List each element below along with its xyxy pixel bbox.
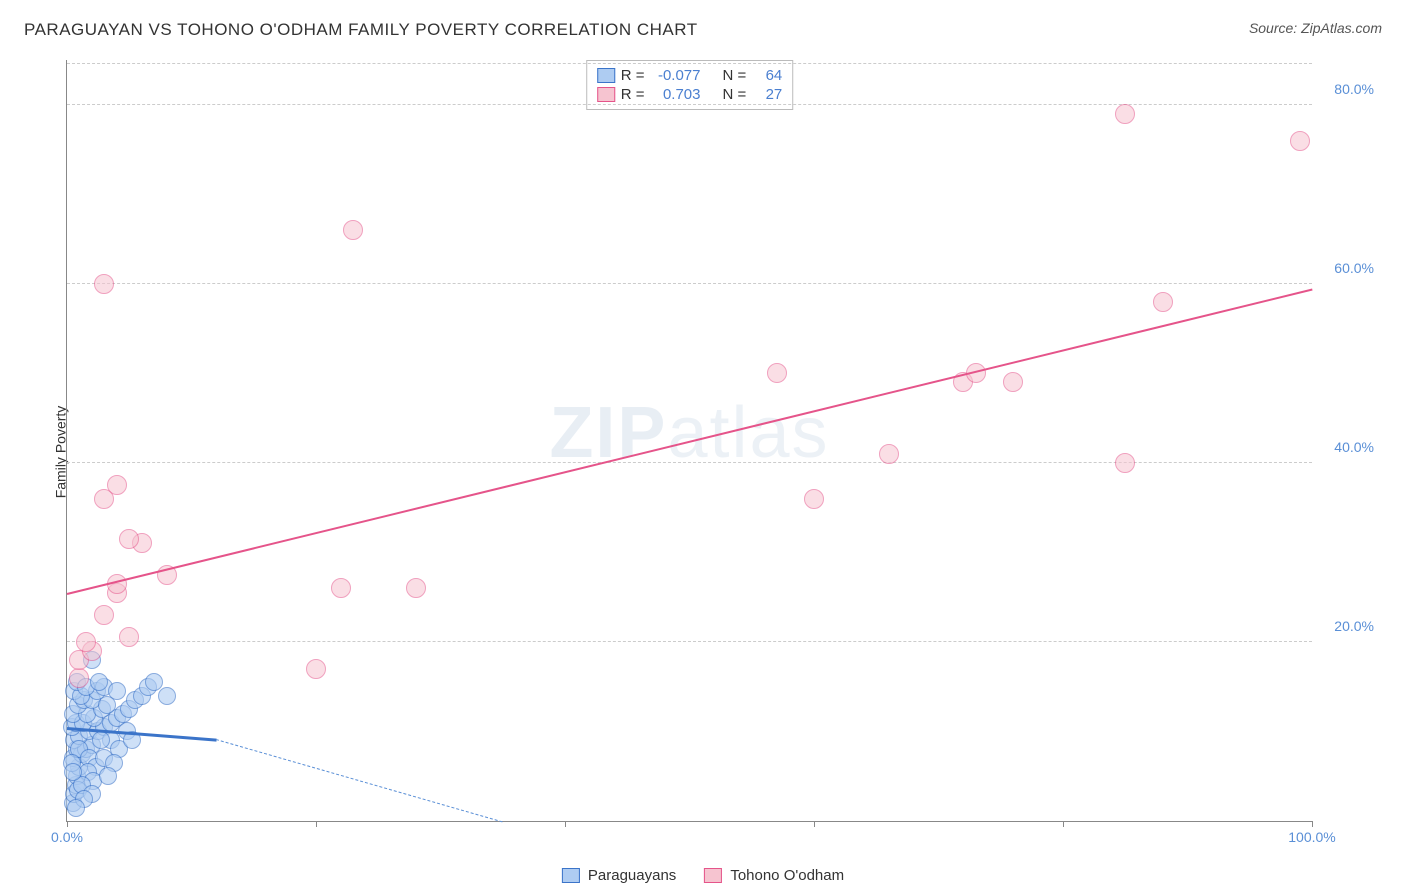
stat-n-value: 27 bbox=[752, 86, 782, 103]
x-tick bbox=[1312, 821, 1313, 827]
stat-row: R = -0.077 N = 64 bbox=[597, 67, 783, 84]
trend-line bbox=[67, 288, 1312, 594]
legend-swatch bbox=[562, 868, 580, 883]
stats-legend-box: R = -0.077 N = 64 R = 0.703 N = 27 bbox=[586, 60, 794, 110]
legend-item: Tohono O'odham bbox=[704, 867, 844, 884]
gridline bbox=[67, 641, 1312, 642]
data-point bbox=[406, 578, 426, 598]
data-point bbox=[119, 627, 139, 647]
legend-item: Paraguayans bbox=[562, 867, 676, 884]
stat-label: N = bbox=[723, 67, 747, 84]
page-title: PARAGUAYAN VS TOHONO O'ODHAM FAMILY POVE… bbox=[24, 20, 698, 40]
legend-swatch bbox=[704, 868, 722, 883]
data-point bbox=[804, 489, 824, 509]
data-point bbox=[158, 687, 176, 705]
trend-line bbox=[216, 739, 503, 822]
data-point bbox=[108, 682, 126, 700]
data-point bbox=[1290, 131, 1310, 151]
x-tick bbox=[814, 821, 815, 827]
legend-label: Paraguayans bbox=[588, 867, 676, 884]
stat-label: R = bbox=[621, 86, 645, 103]
data-point bbox=[76, 632, 96, 652]
source-label: Source: ZipAtlas.com bbox=[1249, 20, 1382, 36]
data-point bbox=[90, 673, 108, 691]
data-point bbox=[1153, 292, 1173, 312]
chart-container: Family Poverty ZIPatlas R =-0.077N =64R … bbox=[24, 52, 1382, 852]
data-point bbox=[69, 668, 89, 688]
data-point bbox=[767, 363, 787, 383]
x-tick-label: 0.0% bbox=[51, 829, 83, 845]
x-tick bbox=[1063, 821, 1064, 827]
data-point bbox=[64, 763, 82, 781]
data-point bbox=[67, 799, 85, 817]
x-tick bbox=[565, 821, 566, 827]
scatter-plot: ZIPatlas R =-0.077N =64R =0.703N =27 20.… bbox=[66, 60, 1312, 822]
gridline bbox=[67, 283, 1312, 284]
stat-label: N = bbox=[723, 86, 747, 103]
data-point bbox=[1115, 453, 1135, 473]
stat-n-value: 64 bbox=[752, 67, 782, 84]
series-swatch bbox=[597, 68, 615, 83]
data-point bbox=[879, 444, 899, 464]
x-tick bbox=[67, 821, 68, 827]
y-tick-label: 40.0% bbox=[1334, 439, 1374, 455]
data-point bbox=[1003, 372, 1023, 392]
y-tick-label: 20.0% bbox=[1334, 618, 1374, 634]
data-point bbox=[94, 605, 114, 625]
y-tick-label: 60.0% bbox=[1334, 260, 1374, 276]
gridline bbox=[67, 63, 1312, 64]
data-point bbox=[92, 731, 110, 749]
stat-row: R = 0.703 N = 27 bbox=[597, 86, 783, 103]
data-point bbox=[331, 578, 351, 598]
legend-label: Tohono O'odham bbox=[730, 867, 844, 884]
data-point bbox=[1115, 104, 1135, 124]
bottom-legend: Paraguayans Tohono O'odham bbox=[562, 867, 844, 884]
stat-label: R = bbox=[621, 67, 645, 84]
data-point bbox=[119, 529, 139, 549]
data-point bbox=[107, 475, 127, 495]
stat-r-value: -0.077 bbox=[651, 67, 701, 84]
y-tick-label: 80.0% bbox=[1334, 81, 1374, 97]
stat-r-value: 0.703 bbox=[651, 86, 701, 103]
data-point bbox=[343, 220, 363, 240]
data-point bbox=[99, 767, 117, 785]
x-tick bbox=[316, 821, 317, 827]
data-point bbox=[306, 659, 326, 679]
series-swatch bbox=[597, 87, 615, 102]
x-tick-label: 100.0% bbox=[1288, 829, 1335, 845]
data-point bbox=[94, 274, 114, 294]
